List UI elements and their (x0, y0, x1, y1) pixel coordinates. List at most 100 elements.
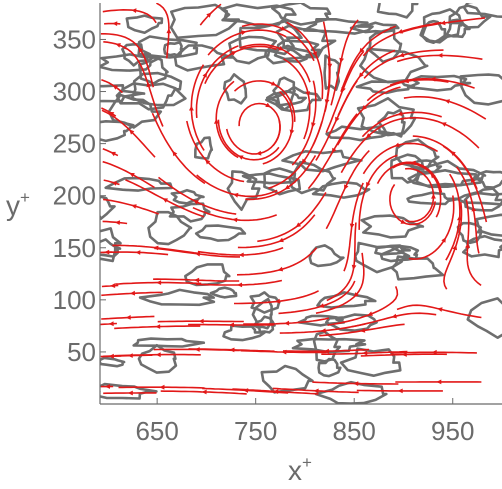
streamline-arrow (305, 91, 311, 97)
streamline-arrow (193, 200, 199, 205)
contour-line (272, 76, 296, 111)
streamline-arrow (265, 102, 271, 108)
streamline-arrow (129, 172, 135, 178)
streamline-arrow (138, 47, 144, 53)
contour-line (209, 286, 238, 299)
contour-line (354, 241, 411, 274)
streamline-arrow (440, 20, 446, 26)
streamline-arrow (233, 192, 239, 198)
streamline-arrow (135, 250, 141, 255)
streamline-arrow (155, 324, 161, 329)
contour-line (420, 19, 447, 44)
streamline-arrow (112, 85, 118, 90)
contour-line (249, 291, 281, 314)
x-ticks: 650 750 850 950 (135, 398, 474, 446)
contour-line (360, 214, 425, 239)
streamline-arrow (431, 193, 436, 199)
y-tick-label: 150 (53, 233, 96, 263)
contour-line (252, 315, 276, 334)
contour-line (260, 364, 314, 394)
y-tick-label: 100 (53, 285, 96, 315)
streamline-arrow (278, 46, 284, 51)
streamline-arrow (431, 349, 437, 355)
contour-line (316, 291, 377, 309)
streamline-arrow (359, 47, 365, 54)
contour-line (317, 357, 342, 378)
streamline-arrow (397, 388, 403, 394)
streamline-arrow (360, 328, 366, 333)
y-tick-label: 350 (53, 24, 96, 54)
streamline-arrow (205, 159, 211, 165)
streamline-arrow (344, 184, 349, 190)
contour-line (100, 53, 161, 72)
streamline-arrow (270, 81, 277, 86)
streamline-arrow (358, 72, 364, 78)
y-tick-label: 50 (67, 337, 96, 367)
streamline-arrow (127, 390, 133, 396)
streamline-arrow (155, 352, 161, 358)
streamline-arrow (198, 318, 204, 324)
x-tick-label: 650 (135, 416, 178, 446)
contour-line (104, 176, 173, 192)
contour-line (100, 195, 116, 220)
streamline-arrow (441, 122, 447, 127)
streamline-arrow (110, 283, 116, 288)
streamline-arrow (436, 379, 442, 385)
streamline-arrow (131, 8, 137, 13)
streamline (100, 322, 117, 326)
contour-line (349, 21, 400, 34)
streamline-arrow (351, 264, 357, 270)
contour-line (377, 108, 406, 138)
streamline-arrow (400, 219, 406, 224)
streamline-arrow (108, 321, 114, 327)
streamline-arrow (273, 389, 279, 394)
contour-line (173, 44, 234, 72)
contour-line (275, 24, 337, 59)
contour-line (311, 180, 371, 199)
streamline-layer (100, 3, 488, 396)
contour-line (419, 8, 463, 44)
streamline-arrow (280, 26, 286, 31)
streamline-arrow (237, 282, 243, 288)
contour-line (138, 288, 216, 307)
streamline-arrow (111, 181, 118, 186)
contour-line (359, 47, 429, 84)
y-ticks: 50 100 150 200 250 300 350 (53, 24, 106, 367)
streamline-arrow (146, 81, 152, 88)
streamline-arrow (159, 384, 165, 390)
streamline-arrow (172, 150, 178, 157)
streamline-arrow (452, 244, 457, 251)
x-tick-label: 950 (431, 416, 474, 446)
contour-line (138, 55, 169, 85)
streamline-arrow (166, 28, 172, 34)
contour-line (356, 97, 417, 137)
streamline-arrow (206, 12, 212, 18)
streamline-arrow (311, 122, 316, 128)
x-tick-label: 750 (234, 416, 277, 446)
streamline-arrow (131, 204, 137, 209)
contour-line (339, 347, 402, 377)
streamline-arrow (232, 217, 238, 223)
contour-line (323, 54, 341, 91)
contour-line (147, 210, 193, 246)
contour-line (163, 41, 185, 58)
streamline-arrow (189, 105, 194, 111)
streamline-arrow (114, 220, 121, 225)
streamline-arrow (194, 277, 200, 283)
contour-line (222, 324, 266, 342)
streamline-arrow (229, 322, 234, 328)
streamline-arrow (156, 280, 162, 285)
contour-line (390, 255, 445, 281)
streamline-arrow (201, 389, 207, 395)
streamline-arrow (130, 290, 135, 296)
streamline (101, 284, 119, 288)
contour-line (291, 337, 367, 354)
streamline-arrow (278, 237, 284, 243)
streamline-arrow (366, 182, 371, 188)
streamline-arrow (339, 57, 344, 64)
y-tick-label: 300 (53, 77, 96, 107)
streamline-arrow (289, 129, 295, 135)
streamline-arrow (367, 311, 373, 316)
contour-line (459, 73, 502, 106)
